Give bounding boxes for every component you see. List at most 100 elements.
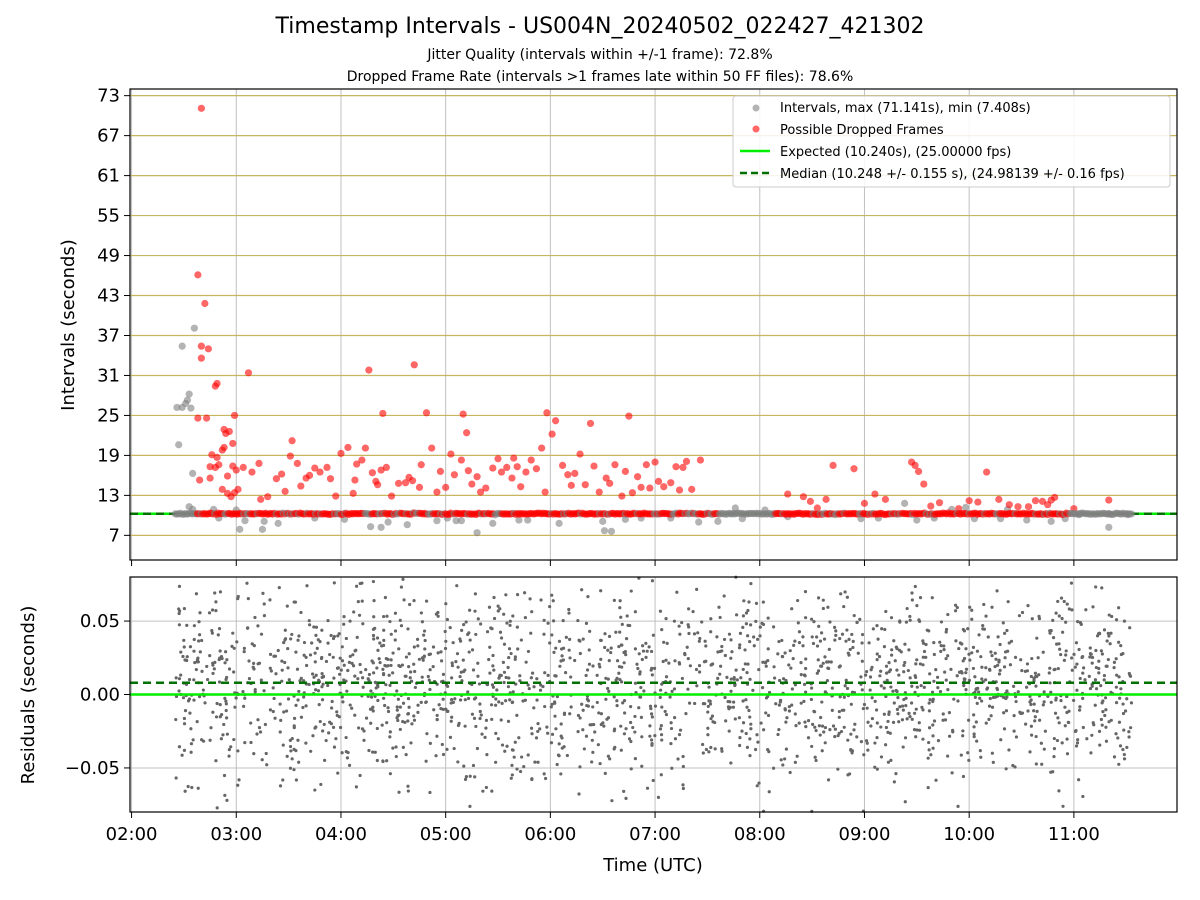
- residual-point-1150: [810, 635, 814, 639]
- residual-point-28: [1057, 642, 1061, 646]
- residual-point-31: [884, 671, 889, 675]
- residual-point-1524: [781, 763, 785, 767]
- residual-point-1602: [849, 747, 853, 752]
- residual-point-480: [422, 633, 426, 637]
- dropped-point-109: [576, 450, 584, 458]
- residual-point-2016: [596, 743, 600, 747]
- residual-point-719: [998, 642, 1002, 647]
- residual-point-487: [505, 744, 509, 748]
- residual-point-833: [897, 648, 902, 652]
- residual-point-1812: [1087, 674, 1091, 678]
- residual-point-992: [401, 701, 406, 705]
- residual-point-1631: [946, 654, 950, 658]
- residual-point-740: [939, 644, 943, 648]
- residual-point-888: [806, 719, 811, 723]
- residual-point-868: [227, 667, 232, 671]
- residual-point-362: [1114, 657, 1118, 661]
- residual-point-1052: [686, 657, 690, 661]
- residual-point-1201: [629, 720, 633, 725]
- residual-point-1644: [259, 678, 263, 682]
- residual-point-1767: [397, 790, 401, 794]
- residual-point-1762: [830, 686, 834, 690]
- dropped-point-155: [995, 495, 1003, 503]
- residual-point-111: [177, 745, 182, 749]
- residual-point-1459: [526, 753, 530, 757]
- residual-point-987: [1011, 684, 1016, 689]
- residual-point-12: [1122, 757, 1127, 761]
- residual-point-717: [516, 647, 520, 651]
- interval-point-34: [555, 519, 563, 527]
- residual-point-1074: [515, 713, 519, 717]
- residual-point-534: [1072, 698, 1076, 703]
- residual-point-1609: [463, 777, 468, 781]
- residual-point-797: [1119, 652, 1123, 657]
- residual-point-623: [607, 689, 611, 694]
- residual-point-1392: [383, 663, 387, 668]
- residual-point-1184: [1077, 778, 1081, 782]
- residual-point-1656: [987, 667, 992, 671]
- top-ytick-label-3: 25: [97, 405, 120, 426]
- residual-point-379: [1117, 762, 1121, 766]
- residual-point-164: [844, 678, 848, 682]
- dropped-point-79: [447, 450, 455, 458]
- residual-point-1723: [174, 717, 178, 722]
- residual-point-1264: [328, 720, 332, 724]
- residual-point-1218: [213, 660, 217, 665]
- residual-point-506: [330, 699, 334, 704]
- residual-point-1069: [488, 645, 492, 649]
- dropped-point-78: [442, 483, 450, 491]
- residual-point-1766: [894, 771, 898, 776]
- dropped-point-74: [422, 409, 431, 417]
- residual-point-1200: [865, 741, 869, 745]
- dropped-point-146: [911, 461, 919, 470]
- residual-point-203: [1042, 700, 1046, 704]
- residual-point-1083: [745, 745, 750, 749]
- residual-point-1852: [508, 698, 512, 702]
- residual-point-1447: [1114, 701, 1119, 705]
- residual-point-1179: [595, 700, 599, 705]
- residual-point-1764: [178, 609, 182, 613]
- residual-point-187: [185, 655, 189, 659]
- residual-point-836: [967, 652, 971, 656]
- top-ytick-label-2: 19: [97, 445, 120, 466]
- residual-point-29: [485, 753, 489, 757]
- residual-point-227: [381, 667, 385, 671]
- residual-point-1789: [729, 677, 733, 681]
- residual-point-1174: [990, 654, 994, 658]
- residual-point-1998: [225, 675, 229, 680]
- interval-point-51: [913, 516, 921, 524]
- dropped-point-71: [410, 361, 418, 369]
- residual-point-1107: [1114, 732, 1118, 736]
- residual-point-1580: [558, 664, 562, 668]
- residual-point-1087: [697, 639, 701, 643]
- residual-point-815: [880, 627, 884, 631]
- residual-point-1881: [871, 627, 875, 631]
- residual-point-1285: [814, 758, 818, 763]
- interval-point-0: [173, 403, 181, 412]
- residual-point-1065: [413, 669, 417, 674]
- residual-point-1617: [326, 641, 330, 645]
- residual-point-1207: [660, 682, 664, 686]
- residual-point-1294: [381, 643, 386, 648]
- residual-point-1908: [446, 709, 450, 713]
- residual-point-1397: [660, 738, 664, 742]
- residual-point-1814: [1067, 709, 1071, 713]
- residual-point-1045: [597, 662, 601, 666]
- legend-label-median: Median (10.248 +/- 0.155 s), (24.98139 +…: [780, 167, 1125, 182]
- residual-point-1821: [262, 602, 266, 606]
- residual-point-2088: [812, 620, 816, 624]
- interval-point-28: [452, 517, 460, 525]
- residual-point-223: [382, 628, 386, 632]
- residual-point-1800: [417, 657, 422, 661]
- residual-point-2079: [395, 708, 399, 712]
- residual-point-1808: [761, 622, 766, 627]
- residual-point-1376: [1006, 649, 1010, 653]
- residual-point-914: [1058, 647, 1062, 651]
- xtick-label-7: 09:00: [839, 824, 891, 845]
- residual-point-536: [839, 729, 844, 734]
- residual-point-881: [373, 680, 377, 684]
- residual-point-1803: [773, 676, 777, 680]
- residual-point-1935: [683, 651, 687, 656]
- residual-point-1700: [938, 640, 942, 644]
- residual-point-1844: [304, 741, 308, 745]
